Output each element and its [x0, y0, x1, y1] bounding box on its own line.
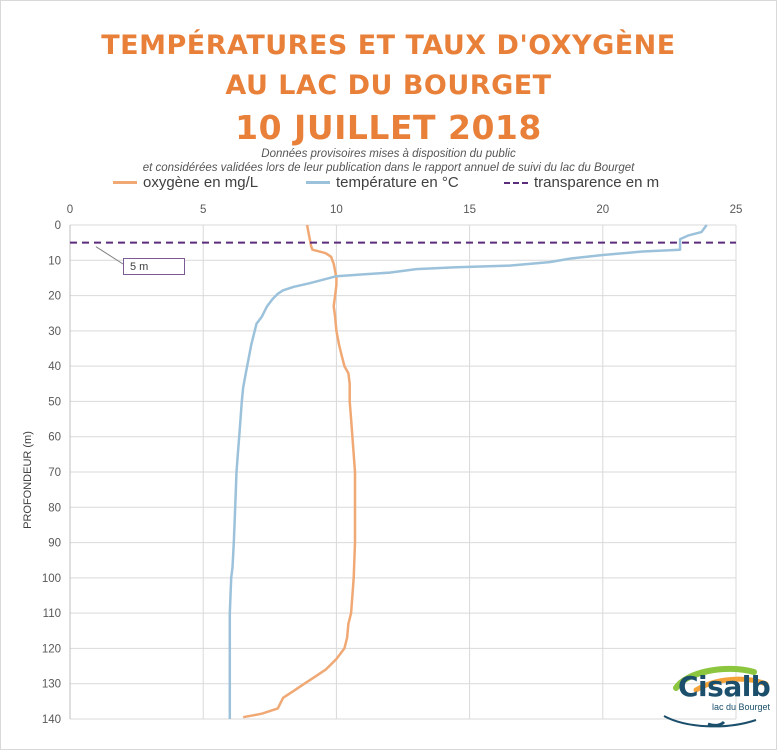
- y-tick-label-14: 140: [42, 714, 61, 726]
- series-line-1: [228, 224, 708, 719]
- y-axis-title: PROFONDEUR (m): [22, 431, 34, 529]
- series-line-0: [242, 224, 357, 719]
- legend-label-oxygen: oxygène en mg/L: [143, 174, 259, 191]
- y-tick-label-12: 120: [42, 643, 61, 655]
- legend-item-temperature: température en °C: [306, 174, 459, 191]
- x-tick-label-3: 15: [463, 204, 476, 216]
- y-tick-label-2: 20: [48, 291, 61, 303]
- y-tick-label-13: 130: [42, 679, 61, 691]
- legend-item-oxygen: oxygène en mg/L: [113, 174, 258, 191]
- logo-subtitle: lac du Bourget: [712, 702, 771, 712]
- cisalb-logo-graphic: [663, 665, 769, 728]
- x-tick-label-0: 0: [67, 204, 73, 216]
- cisalb-logo: Cisalb lac du Bourget: [656, 664, 774, 734]
- y-tick-label-11: 110: [43, 608, 61, 620]
- y-tick-label-4: 40: [48, 361, 61, 373]
- y-tick-label-9: 90: [48, 538, 61, 550]
- chart-title-line1: TEMPÉRATURES ET TAUX D'OXYGÈNE: [101, 30, 676, 61]
- legend-label-transparency: transparence en m: [534, 174, 660, 191]
- x-tick-label-5: 25: [730, 204, 743, 216]
- annotation-transparency-label: 5 m: [123, 258, 185, 275]
- chart-title-line3: 10 JUILLET 2018: [235, 108, 542, 147]
- chart-legend: oxygène en mg/L température en °C transp…: [0, 174, 777, 194]
- x-tick-label-4: 20: [596, 204, 609, 216]
- y-tick-label-1: 10: [48, 255, 61, 267]
- y-tick-label-10: 100: [42, 573, 61, 585]
- chart-subtitle-line1: Données provisoires mises à disposition …: [261, 148, 516, 160]
- y-tick-label-3: 30: [48, 326, 61, 338]
- legend-item-transparency: transparence en m: [504, 174, 659, 191]
- legend-swatch-transparency: [504, 181, 528, 184]
- chart-title-line2: AU LAC DU BOURGET: [225, 70, 552, 101]
- legend-swatch-temperature: [306, 181, 330, 184]
- y-tick-label-8: 80: [48, 502, 61, 514]
- logo-name: Cisalb: [678, 670, 771, 703]
- legend-label-temperature: température en °C: [336, 174, 459, 191]
- chart-subtitle-line2: et considérées validées lors de leur pub…: [142, 162, 635, 174]
- y-tick-label-5: 50: [48, 396, 61, 408]
- legend-swatch-oxygen: [113, 181, 137, 184]
- annotation-leader-line: [95, 246, 124, 265]
- x-tick-label-2: 10: [330, 204, 343, 216]
- y-tick-label-0: 0: [55, 220, 61, 232]
- x-tick-label-1: 5: [200, 204, 206, 216]
- y-tick-label-6: 60: [48, 432, 61, 444]
- y-tick-label-7: 70: [48, 467, 61, 479]
